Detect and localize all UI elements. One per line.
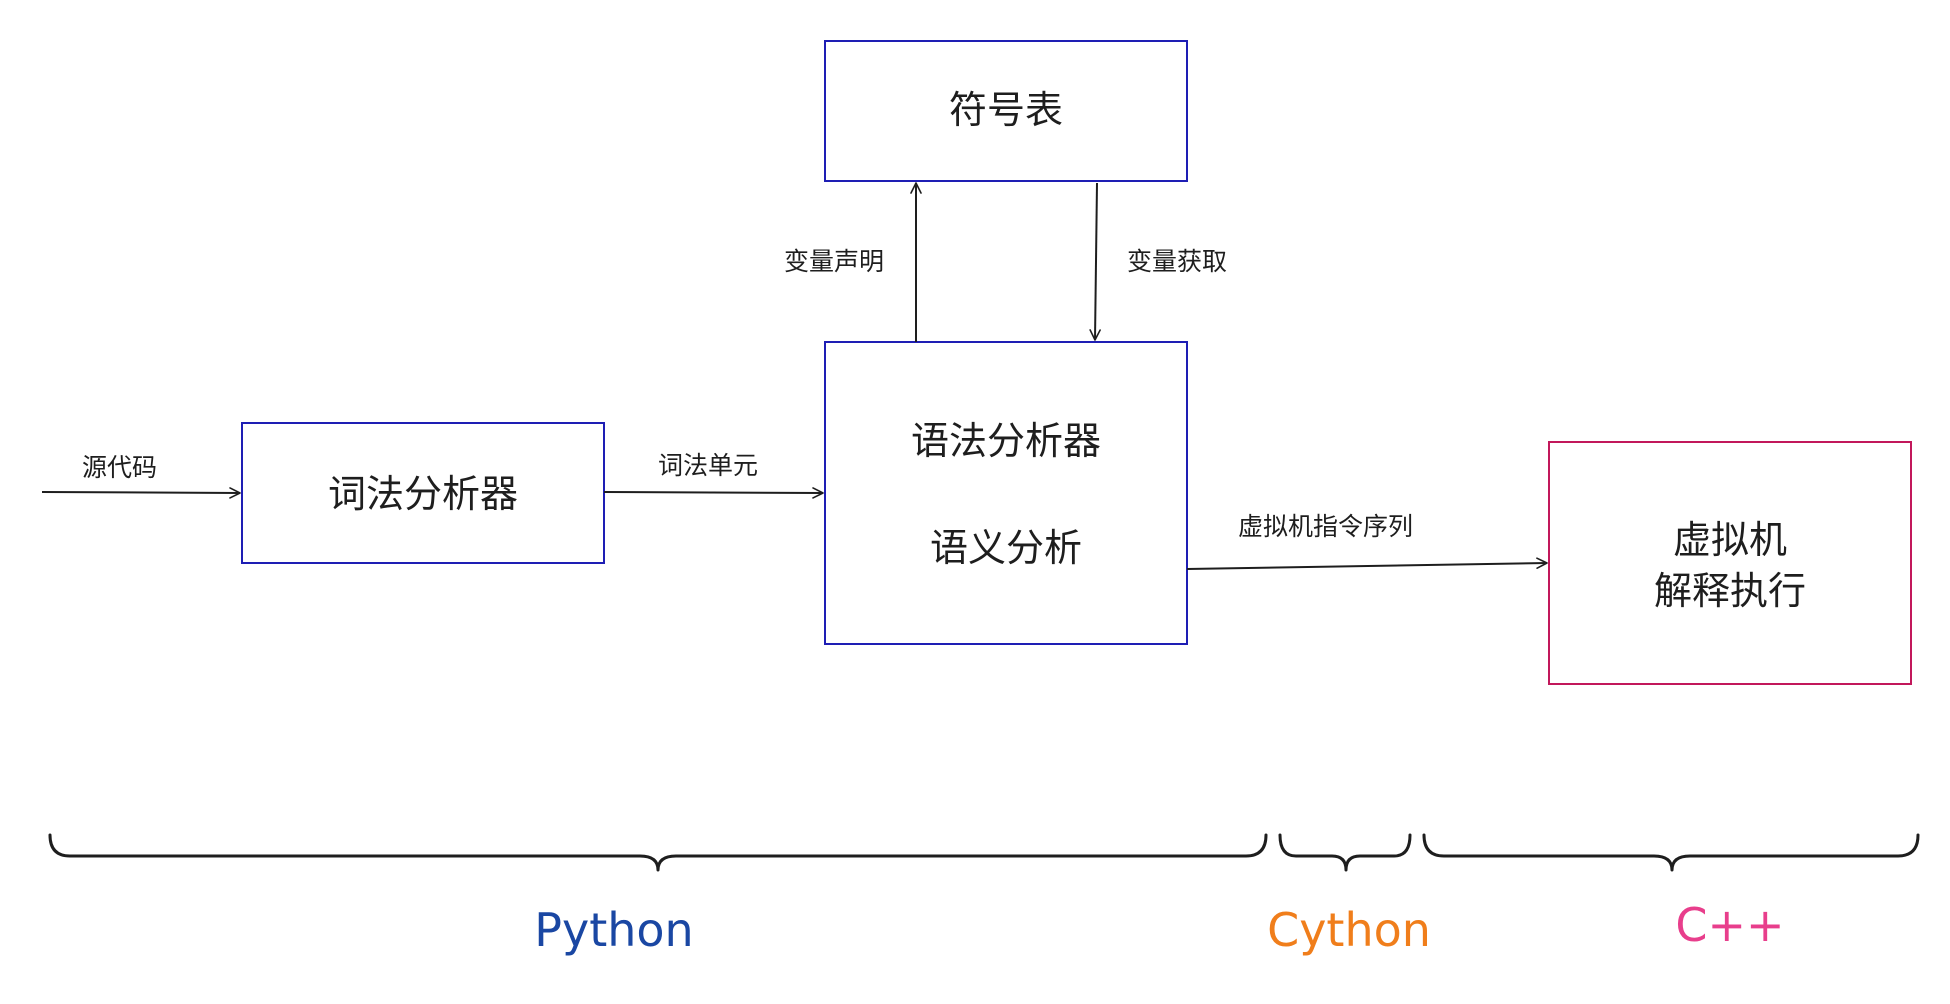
- cython-label: Cython: [1267, 903, 1431, 957]
- cpp-brace: [1422, 833, 1920, 872]
- edge-label-source-code: 源代码: [82, 453, 157, 482]
- edge-label-var-declare: 变量声明: [784, 247, 884, 276]
- cpp-label: C++: [1675, 898, 1784, 952]
- symbol-table-label: 符号表: [949, 88, 1063, 132]
- lexer-box: 词法分析器: [241, 422, 605, 564]
- parser-label-line1: 语法分析器: [911, 419, 1101, 463]
- lexer-label: 词法分析器: [328, 472, 518, 516]
- parser-box: 语法分析器 语义分析: [824, 341, 1188, 645]
- edge-label-var-fetch: 变量获取: [1127, 247, 1227, 276]
- vm-label-line2: 解释执行: [1654, 569, 1806, 613]
- parser-label-line2: 语义分析: [930, 526, 1082, 570]
- arrow-source-to-lexer: [41, 487, 241, 499]
- symbol-table-box: 符号表: [824, 40, 1188, 182]
- arrow-lexer-to-parser: [603, 487, 824, 499]
- vm-box: 虚拟机 解释执行: [1548, 441, 1912, 685]
- python-brace: [48, 833, 1268, 872]
- cython-brace: [1278, 833, 1412, 872]
- edge-label-tokens: 词法单元: [658, 451, 758, 480]
- vm-label-line1: 虚拟机: [1673, 518, 1787, 562]
- edge-label-vm-instructions: 虚拟机指令序列: [1238, 512, 1413, 541]
- arrow-parser-to-vm: [1186, 557, 1548, 570]
- python-label: Python: [534, 903, 693, 957]
- arrow-symbol-table-to-parser: [1089, 182, 1101, 341]
